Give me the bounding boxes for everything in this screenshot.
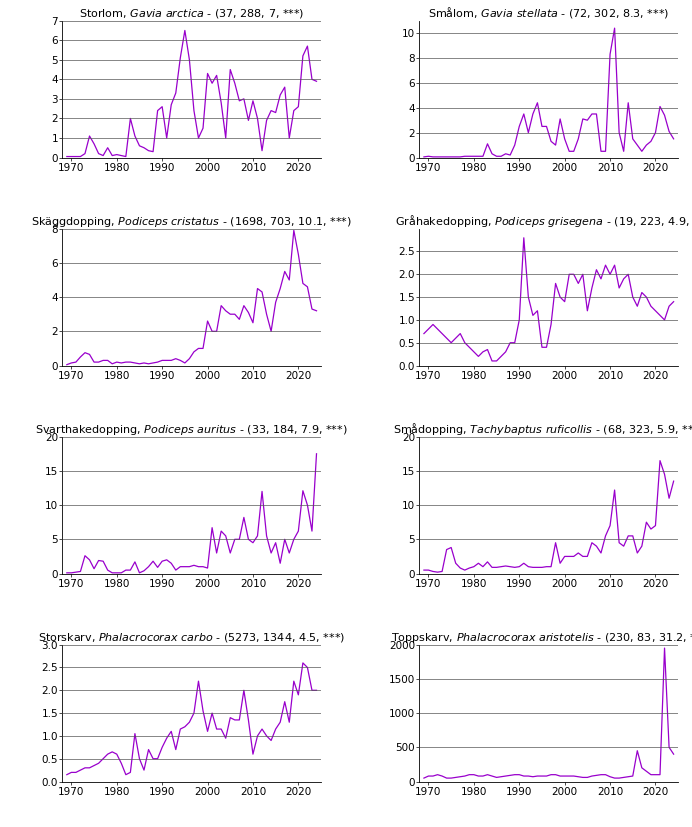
Title: Skäggdopping, $\it{Podiceps\ cristatus}$ - (1698, 703, 10.1, ***): Skäggdopping, $\it{Podiceps\ cristatus}$… bbox=[31, 214, 352, 228]
Title: Smålom, $\it{Gavia\ stellata}$ - (72, 302, 8.3, ***): Smålom, $\it{Gavia\ stellata}$ - (72, 30… bbox=[428, 5, 669, 20]
Title: Smådopping, $\it{Tachybaptus\ ruficollis}$ - (68, 323, 5.9, ***): Smådopping, $\it{Tachybaptus\ ruficollis… bbox=[394, 420, 692, 437]
Title: Storlom, $\it{Gavia\ arctica}$ - (37, 288, 7, ***): Storlom, $\it{Gavia\ arctica}$ - (37, 28… bbox=[79, 7, 304, 20]
Title: Svarthakedopping, $\it{Podiceps\ auritus}$ - (33, 184, 7.9, ***): Svarthakedopping, $\it{Podiceps\ auritus… bbox=[35, 423, 348, 437]
Title: Toppskarv, $\it{Phalacrocorax\ aristotelis}$ - (230, 83, 31.2, **): Toppskarv, $\it{Phalacrocorax\ aristotel… bbox=[392, 630, 692, 644]
Title: Gråhakedopping, $\it{Podiceps\ grisegena}$ - (19, 223, 4.9, *): Gråhakedopping, $\it{Podiceps\ grisegena… bbox=[394, 213, 692, 228]
Title: Storskarv, $\it{Phalacrocorax\ carbo}$ - (5273, 1344, 4.5, ***): Storskarv, $\it{Phalacrocorax\ carbo}$ -… bbox=[38, 631, 345, 644]
